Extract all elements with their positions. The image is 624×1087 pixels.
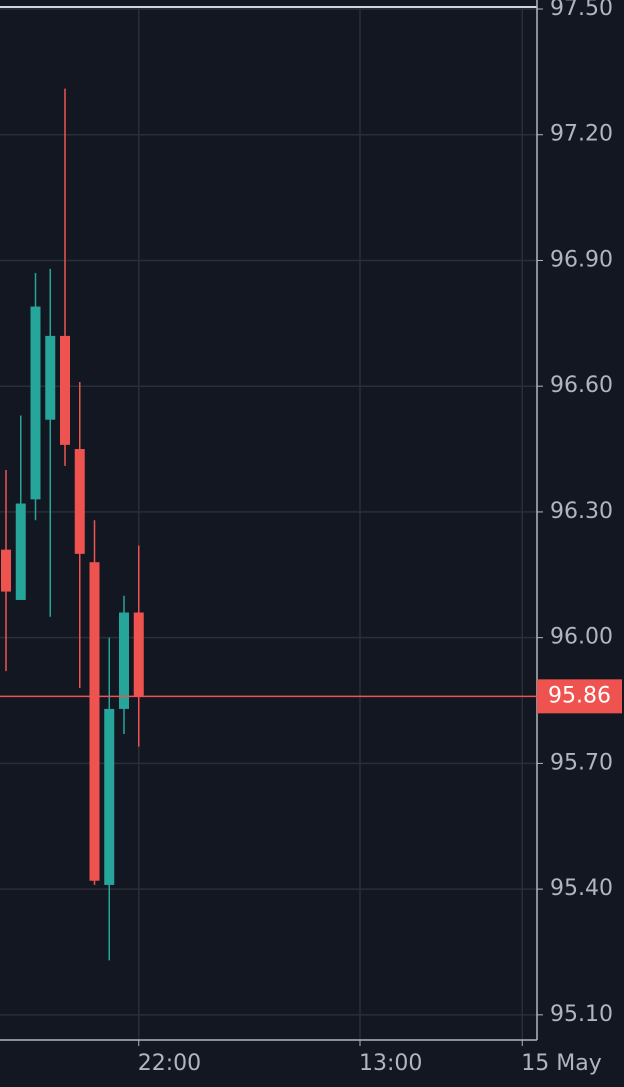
x-tick-label: 22:00 [138, 1051, 201, 1076]
x-tick-label: 13:00 [359, 1051, 422, 1076]
x-tick-label: 15 May [521, 1051, 601, 1076]
y-tick-label: 96.90 [550, 247, 613, 272]
candle-body [74, 449, 85, 554]
candle-body [60, 335, 70, 445]
y-tick-label: 97.20 [550, 122, 613, 147]
y-tick-label: 95.10 [550, 1002, 613, 1027]
candle-body [119, 612, 129, 709]
y-tick-label: 96.00 [550, 625, 613, 650]
candle-body [104, 708, 115, 885]
last-price-label: 95.86 [548, 683, 611, 708]
y-tick-label: 97.50 [550, 0, 613, 21]
candle-body [15, 503, 26, 600]
y-tick-label: 96.30 [550, 499, 613, 524]
y-tick-label: 96.60 [550, 373, 613, 398]
candle-body [133, 612, 144, 697]
last-price-box [537, 679, 622, 714]
y-tick-label: 95.40 [550, 876, 613, 901]
candle-body [1, 549, 11, 592]
candle-body [30, 306, 41, 500]
candle-body [89, 562, 100, 881]
y-tick-label: 95.70 [550, 750, 613, 775]
candle-body [45, 335, 56, 420]
